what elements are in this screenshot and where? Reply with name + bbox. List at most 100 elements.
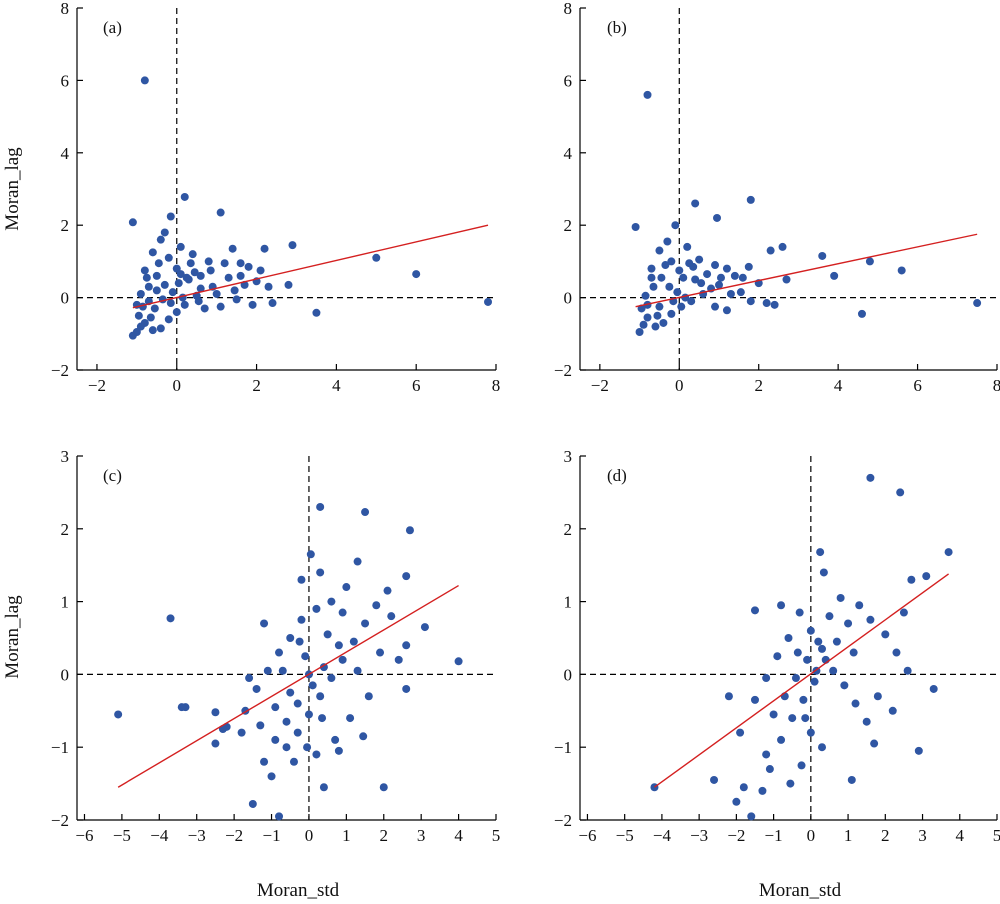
panel-a: −2 0 2 4 6 8 −2 0 2 4 6 8 (a) xyxy=(51,0,500,395)
data-point-c xyxy=(211,739,220,748)
data-point-a xyxy=(174,279,183,288)
data-point-a xyxy=(142,273,151,282)
x-tick-label-d: 3 xyxy=(918,826,927,845)
x-tick-label-b: 6 xyxy=(913,376,922,395)
data-point-c xyxy=(359,732,368,741)
data-point-a xyxy=(164,253,173,262)
x-tick-label-d: 4 xyxy=(956,826,965,845)
data-point-d xyxy=(914,746,923,755)
data-point-c xyxy=(402,572,411,581)
data-point-d xyxy=(732,797,741,806)
data-point-a xyxy=(484,297,493,306)
data-point-b xyxy=(655,302,664,311)
data-point-b xyxy=(766,246,775,255)
data-point-c xyxy=(282,743,291,752)
data-point-c xyxy=(372,601,381,610)
data-point-a xyxy=(128,218,137,227)
x-tick-label-d: 2 xyxy=(881,826,890,845)
data-point-d xyxy=(944,548,953,557)
data-point-c xyxy=(361,619,370,628)
data-point-b xyxy=(762,299,771,308)
data-point-c xyxy=(275,648,284,657)
y-tick-label-d: 0 xyxy=(564,665,573,684)
data-point-d xyxy=(836,593,845,602)
data-point-d xyxy=(747,812,756,821)
data-point-a xyxy=(164,315,173,324)
data-point-b xyxy=(973,299,982,308)
data-point-b xyxy=(681,293,690,302)
data-point-c xyxy=(361,508,370,517)
data-point-d xyxy=(777,601,786,610)
data-point-a xyxy=(228,244,237,253)
data-point-a xyxy=(256,266,265,275)
x-tick-label-b: −2 xyxy=(591,376,609,395)
data-point-b xyxy=(643,300,652,309)
data-point-a xyxy=(156,235,165,244)
data-point-d xyxy=(810,677,819,686)
data-point-d xyxy=(801,714,810,723)
data-point-d xyxy=(888,706,897,715)
data-point-a xyxy=(412,270,421,279)
x-tick-label-d: −6 xyxy=(578,826,596,845)
data-point-c xyxy=(271,703,280,712)
data-point-c xyxy=(278,666,287,675)
x-tick-label-c: −3 xyxy=(188,826,206,845)
data-point-a xyxy=(206,266,215,275)
data-point-c xyxy=(260,619,269,628)
data-point-c xyxy=(331,735,340,744)
data-point-c xyxy=(295,637,304,646)
data-point-b xyxy=(726,289,735,298)
data-point-c xyxy=(286,688,295,697)
data-point-d xyxy=(777,735,786,744)
data-point-b xyxy=(738,273,747,282)
x-tick-label-c: −2 xyxy=(225,826,243,845)
data-point-d xyxy=(710,775,719,784)
data-point-c xyxy=(319,783,328,792)
data-point-a xyxy=(190,268,199,277)
data-point-b xyxy=(691,199,700,208)
data-point-a xyxy=(186,259,195,268)
data-point-d xyxy=(903,666,912,675)
data-point-d xyxy=(881,630,890,639)
data-point-a xyxy=(244,262,253,271)
data-point-b xyxy=(897,266,906,275)
data-point-b xyxy=(722,264,731,273)
x-tick-label-c: 4 xyxy=(454,826,463,845)
data-point-b xyxy=(657,273,666,282)
x-tick-label-d: 1 xyxy=(844,826,853,845)
data-point-a xyxy=(140,318,149,327)
data-point-c xyxy=(327,597,336,606)
data-point-c xyxy=(316,692,325,701)
x-tick-label-c: 5 xyxy=(492,826,501,845)
data-point-d xyxy=(793,648,802,657)
data-point-b xyxy=(770,300,779,309)
data-point-c xyxy=(338,655,347,664)
data-point-c xyxy=(308,681,317,690)
data-point-b xyxy=(649,282,658,291)
y-tick-label-b: 8 xyxy=(564,0,573,18)
data-point-a xyxy=(312,308,321,317)
data-point-c xyxy=(286,634,295,642)
data-point-c xyxy=(293,699,302,708)
data-point-c xyxy=(293,728,302,737)
x-tick-label-b: 4 xyxy=(834,376,843,395)
x-tick-label-a: 8 xyxy=(492,376,501,395)
data-point-c xyxy=(256,721,265,730)
data-point-d xyxy=(851,699,860,708)
data-point-a xyxy=(134,311,143,320)
y-tick-label-c: 2 xyxy=(61,520,70,539)
data-point-c xyxy=(316,568,325,577)
data-point-c xyxy=(349,637,358,646)
x-tick-label-a: 0 xyxy=(173,376,182,395)
data-point-b xyxy=(703,270,712,279)
y-axis-title-bottom: Moran_lag xyxy=(2,595,23,679)
data-point-a xyxy=(168,288,177,297)
data-point-c xyxy=(334,641,343,650)
data-point-c xyxy=(318,714,327,723)
regression-line-d xyxy=(654,573,950,788)
data-point-c xyxy=(289,757,298,766)
data-point-c xyxy=(402,684,411,693)
data-point-b xyxy=(631,223,640,232)
panel-d: −2 −1 0 1 2 3 −6 −5 −4 −3 −2 −1 0 1 2 3 4 5 (d) xyxy=(554,447,1000,845)
